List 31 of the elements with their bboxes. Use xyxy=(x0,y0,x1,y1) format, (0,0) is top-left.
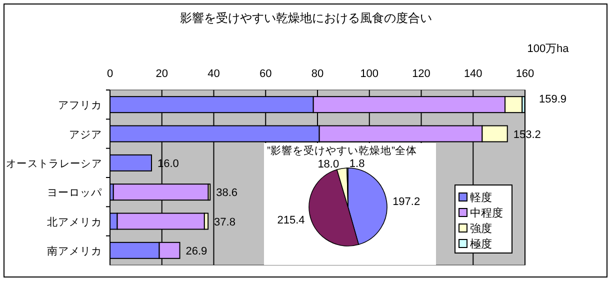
y-tick-label: アジア xyxy=(69,128,102,141)
x-tick-label: 120 xyxy=(412,68,430,80)
chart-title: ”影響を受けやすい乾燥地”全体 xyxy=(267,144,417,157)
x-tick-label: 100 xyxy=(360,68,379,80)
chart-title: 影響を受けやすい乾燥地における風食の度合い xyxy=(180,11,432,25)
legend-label: 軽度 xyxy=(470,191,492,204)
legend-label: 中程度 xyxy=(470,206,503,220)
data-label: 197.2 xyxy=(392,196,420,208)
x-tick-label: 40 xyxy=(208,68,220,80)
y-tick-label: 北アメリカ xyxy=(47,215,102,228)
x-tick-label: 80 xyxy=(311,68,324,80)
x-tick-label: 0 xyxy=(106,68,114,80)
x-tick-label: 160 xyxy=(516,68,534,80)
y-tick-label: 南アメリカ xyxy=(47,244,102,258)
data-label: 18.0 xyxy=(318,158,340,171)
y-tick-label: アフリカ xyxy=(58,100,102,112)
legend-label: 強度 xyxy=(470,222,492,235)
legend-label: 極度 xyxy=(470,238,492,250)
y-tick-label: ヨーロッパ xyxy=(47,187,103,200)
x-tick-label: 140 xyxy=(464,68,482,80)
x-tick-label: 60 xyxy=(260,68,272,80)
total-label: 37.8 xyxy=(214,216,236,228)
x-tick-label: 20 xyxy=(156,68,168,80)
y-tick-label: オーストラレーシア xyxy=(6,158,105,170)
data-label: 1.8 xyxy=(349,158,365,170)
total-label: 26.9 xyxy=(186,245,208,258)
total-label: 159.9 xyxy=(539,94,567,106)
x-axis-title: 100万ha xyxy=(527,43,570,55)
total-label: 38.6 xyxy=(216,187,238,200)
data-label: 215.4 xyxy=(277,214,305,227)
bar xyxy=(110,154,152,172)
